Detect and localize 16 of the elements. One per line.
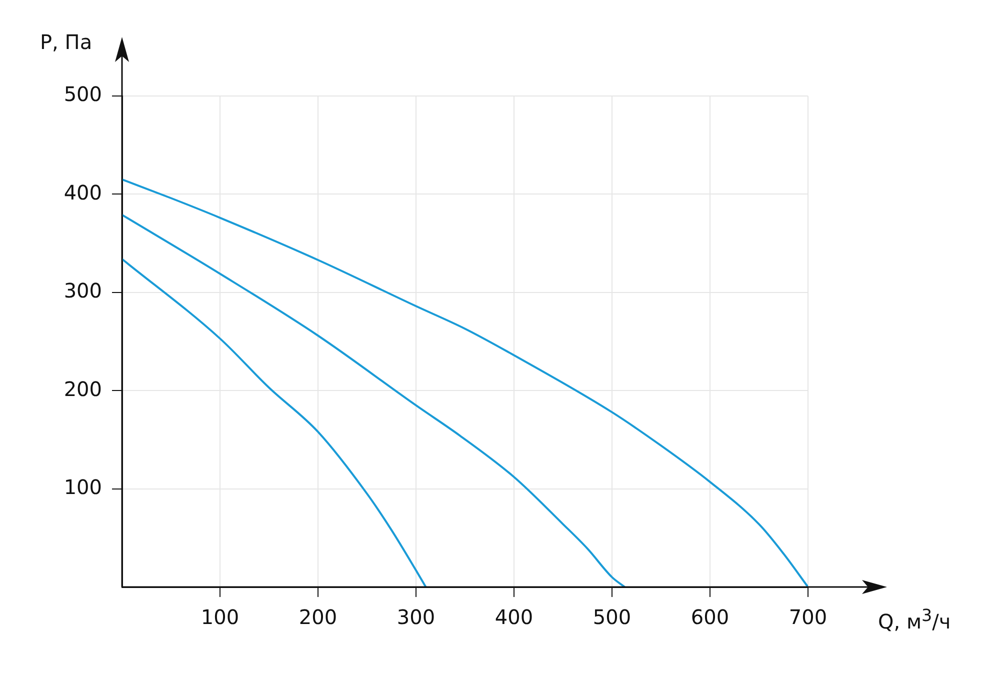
line-series (122, 258, 427, 587)
y-tick-label: 100 (64, 475, 102, 500)
y-tick-label: 200 (64, 376, 102, 401)
x-tick-label: 600 (690, 605, 730, 630)
x-tick-label: 300 (396, 605, 436, 630)
y-axis-title: P, Па (40, 30, 92, 54)
x-tick-label: 400 (494, 605, 534, 630)
line-series (122, 214, 626, 587)
y-tick-label: 300 (64, 278, 102, 303)
x-tick-label: 500 (592, 605, 632, 630)
x-tick-label: 200 (298, 605, 338, 630)
x-tick-label: 700 (788, 605, 828, 630)
x-axis-title: Q, м$^{3}$/ч (878, 606, 951, 634)
x-tick-label: 100 (200, 605, 240, 630)
y-tick-label: 400 (64, 180, 102, 204)
y-tick-label: 500 (64, 82, 102, 106)
